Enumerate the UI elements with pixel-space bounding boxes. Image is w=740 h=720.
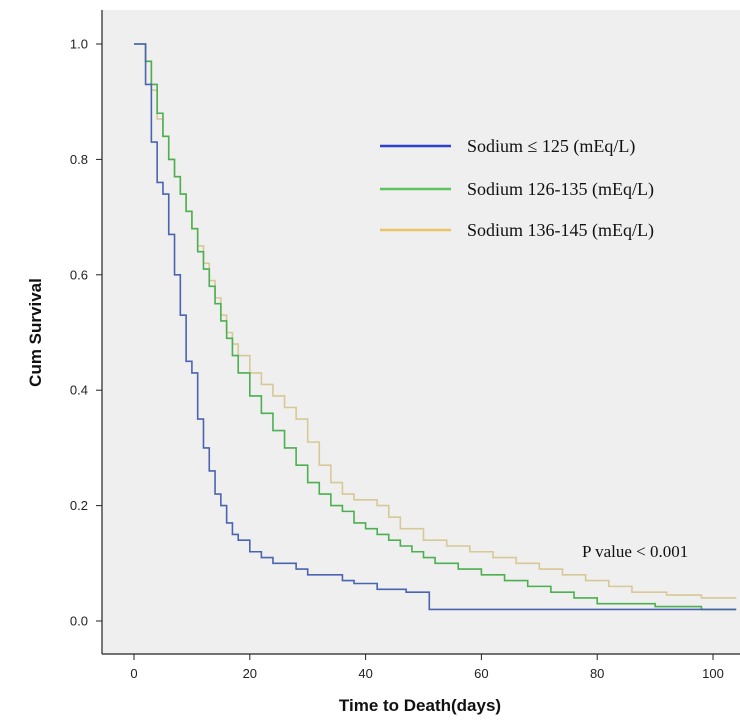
y-tick-label: 0.8: [70, 152, 88, 167]
ticks: 0 20 40 60 80 100 0.0 0.2 0.4 0.6 0.8 1.0: [70, 37, 724, 682]
legend: Sodium ≤ 125 (mEq/L) Sodium 126-135 (mEq/…: [380, 136, 654, 241]
y-tick-label: 1.0: [70, 37, 88, 52]
x-tick-label: 60: [474, 666, 488, 681]
legend-label-3: Sodium 136-145 (mEq/L): [467, 220, 654, 241]
x-tick-label: 80: [590, 666, 604, 681]
plot-area: [102, 10, 740, 654]
y-tick-label: 0.6: [70, 267, 88, 282]
x-tick-label: 40: [358, 666, 372, 681]
x-axis-title: Time to Death(days): [339, 696, 501, 715]
y-tick-label: 0.0: [70, 614, 88, 629]
axes: [101, 10, 740, 655]
series-line-2: [134, 43, 737, 611]
x-tick-label: 20: [243, 666, 257, 681]
x-tick-label: 0: [130, 666, 137, 681]
x-tick-label: 100: [702, 666, 724, 681]
series-line-1: [134, 43, 737, 611]
y-tick-label: 0.4: [70, 383, 88, 398]
series-layer: [134, 43, 737, 611]
y-tick-label: 0.2: [70, 498, 88, 513]
p-value-annotation: P value < 0.001: [582, 542, 688, 561]
legend-label-1: Sodium ≤ 125 (mEq/L): [467, 136, 635, 157]
y-axis-title: Cum Survival: [26, 278, 45, 387]
legend-label-2: Sodium 126-135 (mEq/L): [467, 179, 654, 200]
